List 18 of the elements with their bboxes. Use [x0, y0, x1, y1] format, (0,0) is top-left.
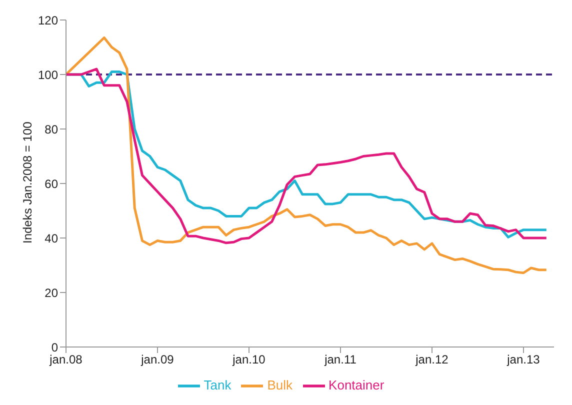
x-tick-label: jan.10: [232, 352, 266, 367]
y-tick-label: 80: [44, 122, 58, 136]
y-tick-label: 20: [44, 286, 58, 300]
x-tick-label: jan.09: [140, 352, 174, 367]
y-axis-title: Indeks Jan.2008 = 100: [20, 121, 34, 244]
y-tick-label: 0: [51, 340, 58, 354]
x-tick-label: jan.13: [506, 352, 540, 367]
line-series: [66, 36, 548, 274]
y-tick-label: 60: [44, 176, 58, 191]
x-tick-label: jan.08: [48, 352, 83, 367]
legend-label: Tank: [204, 377, 232, 392]
y-tick-label: 40: [44, 231, 58, 246]
x-tick-label: jan.11: [324, 352, 357, 367]
x-tick-label: jan.12: [414, 352, 449, 367]
y-tick-label: 120: [38, 13, 58, 28]
y-tick-label: 100: [38, 68, 58, 82]
legend-label: Bulk: [267, 377, 293, 392]
legend-label: Kontainer: [328, 377, 384, 392]
